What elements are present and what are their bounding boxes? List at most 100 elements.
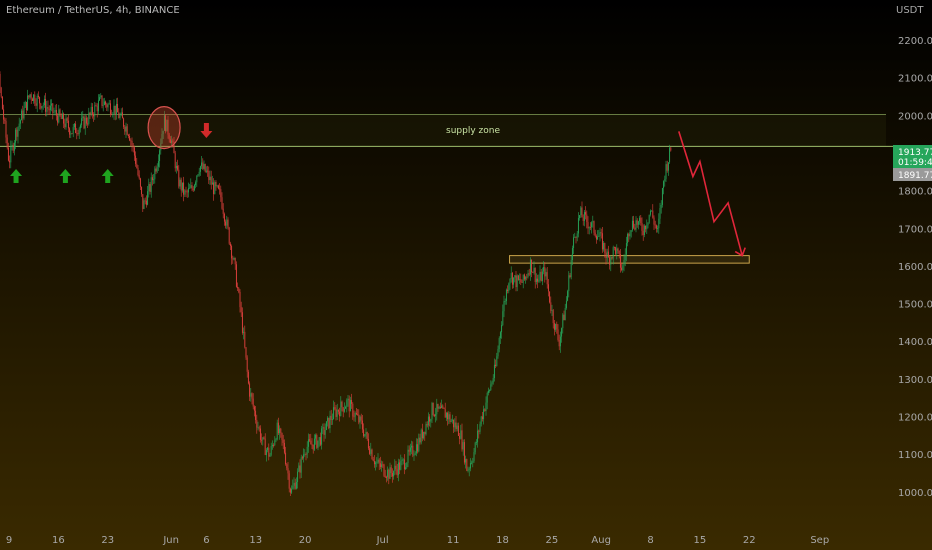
- candle: [388, 468, 390, 485]
- candle-body: [630, 230, 632, 233]
- candle: [509, 278, 511, 290]
- candle: [393, 470, 395, 480]
- candle: [173, 137, 175, 154]
- candle: [474, 441, 476, 455]
- candle: [526, 273, 528, 281]
- candle: [35, 98, 37, 109]
- time-tick-label: 16: [52, 535, 65, 546]
- candle-body: [466, 459, 468, 471]
- candle-body: [396, 469, 398, 476]
- candle-body: [492, 377, 494, 383]
- candle: [208, 166, 210, 184]
- candle: [16, 127, 18, 141]
- candle-body: [106, 104, 108, 108]
- time-tick-label: 25: [545, 535, 558, 546]
- candle: [281, 432, 283, 446]
- candle-body: [81, 118, 83, 126]
- candle-body: [250, 393, 252, 397]
- candle: [204, 163, 206, 173]
- candle-body: [462, 442, 464, 450]
- candle: [633, 215, 635, 230]
- candle: [99, 94, 101, 102]
- candle: [538, 274, 540, 283]
- candle-body: [91, 106, 93, 115]
- candle: [199, 165, 201, 176]
- candle-body: [496, 356, 498, 367]
- candle-body: [389, 467, 391, 479]
- candle-body: [612, 247, 614, 259]
- candle-body: [346, 400, 348, 407]
- candle-body: [600, 232, 602, 234]
- candle: [669, 144, 671, 164]
- candle-body: [623, 260, 625, 266]
- candle: [71, 133, 73, 135]
- candle-body: [414, 453, 416, 455]
- candle-body: [237, 286, 239, 289]
- candle: [129, 133, 131, 142]
- candle-body: [109, 103, 111, 114]
- candle-body: [376, 462, 378, 464]
- candle-body: [222, 208, 224, 214]
- candle-body: [607, 251, 609, 258]
- candle: [635, 216, 637, 233]
- candle: [383, 463, 385, 478]
- candle: [220, 185, 222, 202]
- candle: [594, 229, 596, 238]
- candle: [649, 209, 651, 217]
- candle-body: [151, 177, 153, 181]
- candle-body: [522, 274, 524, 283]
- time-axis[interactable]: 9 16 23 Jun 6 13 20 Jul 11 18 25 Aug 8 15 22 Sep: [6, 535, 829, 546]
- candle-body: [317, 440, 319, 448]
- candle: [449, 411, 451, 424]
- candle: [330, 409, 332, 425]
- candle: [563, 310, 565, 321]
- candle: [544, 262, 546, 283]
- candle: [623, 254, 625, 272]
- candle-body: [34, 94, 36, 104]
- candle: [263, 436, 265, 440]
- candle-body: [628, 234, 630, 237]
- candle-body: [150, 177, 152, 192]
- candle-body: [418, 437, 420, 452]
- candle: [70, 130, 72, 139]
- candle-body: [21, 110, 23, 121]
- candle: [424, 431, 426, 441]
- candle-body: [142, 194, 144, 209]
- candle-body: [328, 417, 330, 429]
- candle-body: [383, 464, 385, 476]
- candle: [269, 452, 271, 457]
- candle: [391, 468, 393, 483]
- candle: [65, 114, 67, 130]
- candle: [516, 274, 518, 292]
- candle-body: [573, 237, 575, 249]
- candle: [227, 217, 229, 230]
- candle-body: [385, 477, 387, 478]
- candle: [606, 248, 608, 263]
- candle-body: [82, 116, 84, 119]
- candle: [571, 245, 573, 266]
- candle-body: [197, 174, 199, 176]
- candle-body: [393, 471, 395, 477]
- candle: [624, 248, 626, 267]
- candle-body: [149, 184, 151, 192]
- candle: [341, 400, 343, 412]
- candle-body: [46, 107, 48, 112]
- candle-body: [641, 223, 643, 231]
- candle-body: [390, 467, 392, 474]
- candle: [581, 201, 583, 218]
- candle: [277, 417, 279, 436]
- candle: [196, 175, 198, 187]
- candle-body: [377, 459, 379, 463]
- candle: [589, 222, 591, 231]
- candle: [245, 347, 247, 360]
- candle-body: [369, 448, 371, 454]
- candle: [316, 433, 318, 449]
- candle: [580, 205, 582, 218]
- candle: [525, 275, 527, 284]
- candle-body: [40, 103, 42, 109]
- candle-body: [7, 147, 9, 161]
- candle-body: [145, 200, 147, 205]
- candle: [168, 132, 170, 143]
- candle: [405, 462, 407, 470]
